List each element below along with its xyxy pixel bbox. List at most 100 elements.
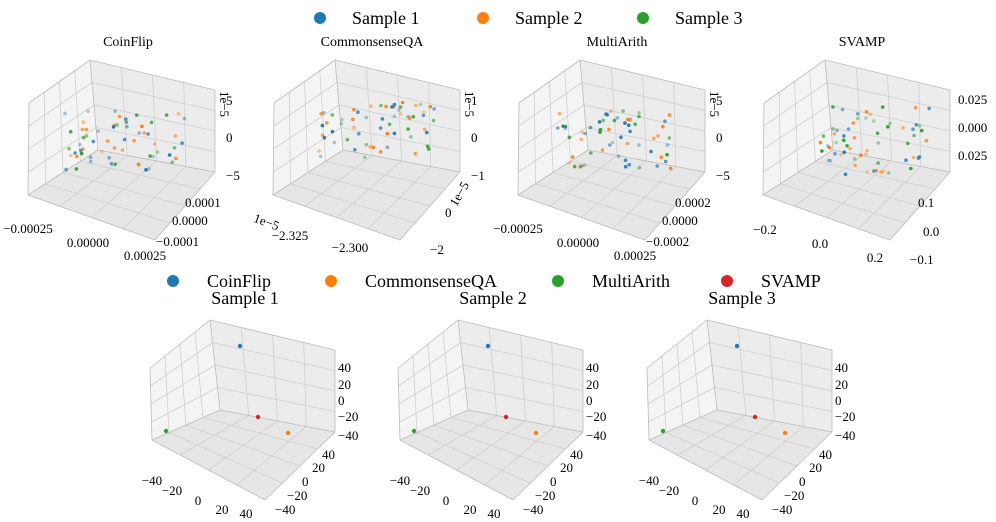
x-tick-label: −20	[659, 483, 679, 498]
x-tick-label: −40	[142, 473, 162, 488]
data-point	[91, 139, 96, 144]
legend-item-coinflip: CoinFlip	[167, 271, 271, 291]
data-point	[330, 129, 335, 134]
data-point	[833, 151, 837, 156]
data-point	[409, 135, 413, 139]
data-point	[325, 121, 329, 125]
data-point	[109, 161, 114, 166]
data-point	[406, 127, 410, 131]
data-point	[607, 127, 611, 132]
x-offset-label: 1e−5	[252, 210, 282, 233]
data-point	[656, 134, 660, 138]
grid-line	[484, 426, 555, 486]
data-point	[831, 105, 835, 109]
grid-line	[304, 81, 309, 173]
data-point	[828, 159, 833, 163]
data-point	[667, 136, 672, 140]
data-point	[589, 151, 593, 155]
data-point	[852, 136, 857, 140]
data-point	[380, 117, 385, 121]
floor-pane	[28, 150, 215, 240]
pane-edge	[342, 149, 461, 173]
z-tick-label: 40	[338, 360, 351, 375]
data-point	[619, 135, 623, 139]
data-point	[164, 113, 169, 117]
pane-edge	[517, 149, 589, 196]
data-point	[911, 155, 916, 160]
data-point	[81, 135, 86, 140]
z-tick-label: 5	[716, 93, 723, 108]
data-point	[136, 162, 141, 166]
data-point	[572, 164, 577, 169]
data-point	[615, 116, 620, 120]
x-tick-label: −2.325	[272, 228, 309, 243]
data-point	[904, 158, 908, 162]
data-point	[588, 125, 593, 130]
data-point	[96, 129, 100, 133]
y-tick-label: −40	[772, 502, 792, 517]
data-point	[144, 168, 148, 172]
grid-lines	[763, 67, 951, 230]
y-tick-label: 0.0000	[172, 213, 208, 228]
data-point	[826, 158, 831, 163]
data-point	[865, 170, 869, 174]
data-point-svamp	[752, 414, 758, 420]
grid-line	[202, 417, 318, 450]
y-tick-label: −40	[275, 502, 295, 517]
data-point	[120, 148, 125, 152]
data-point	[124, 120, 129, 124]
y-tick-label: 40	[570, 447, 583, 462]
grid-line	[733, 426, 804, 486]
pane-edge	[763, 59, 826, 104]
pane-edge	[149, 367, 153, 441]
data-point	[155, 150, 160, 154]
data-point	[428, 104, 433, 109]
data-point	[555, 126, 560, 130]
grid-line	[642, 74, 647, 162]
data-point	[317, 149, 322, 153]
pane-edge	[272, 194, 401, 241]
data-point	[427, 147, 431, 151]
pane-edge	[517, 102, 520, 196]
data-point	[914, 123, 919, 127]
pane-edge	[706, 319, 833, 351]
y-tick-label: 0	[799, 474, 806, 489]
data-point	[425, 130, 429, 135]
z-offset-label: 1e−5	[462, 91, 477, 117]
panel-title: Sample 2	[459, 288, 527, 308]
data-point	[113, 109, 117, 113]
data-point	[180, 141, 184, 145]
grid-line	[399, 387, 466, 423]
pane-edges	[517, 59, 706, 241]
data-point	[392, 131, 397, 136]
z-tick-label: −20	[586, 409, 606, 424]
pane-edge	[149, 319, 211, 369]
pane-edge	[648, 409, 718, 441]
x-tick-label: −20	[410, 483, 430, 498]
data-point	[826, 144, 830, 148]
data-point	[880, 105, 885, 109]
z-tick-label: 40	[835, 360, 848, 375]
grid-line	[433, 424, 549, 467]
y-tick-label: 20	[809, 460, 822, 475]
data-point	[557, 111, 562, 116]
x-tick-label: 20	[464, 502, 477, 517]
grid-line	[319, 70, 326, 162]
pane-edge	[587, 149, 706, 173]
grid-line	[74, 70, 81, 162]
data-point	[627, 162, 632, 167]
pane-edge	[151, 409, 221, 441]
grid-line	[303, 342, 307, 427]
pane-edge	[209, 319, 336, 351]
pane-edge	[467, 409, 584, 433]
grid-line	[830, 127, 951, 152]
data-point	[886, 125, 890, 129]
x-tick-label: 0.00025	[614, 248, 656, 263]
grid-line	[152, 74, 157, 162]
z-tick-label: 0.000	[958, 120, 987, 135]
data-point	[176, 112, 181, 116]
y-tick-label: 20	[560, 460, 573, 475]
legend-item-sample-1: Sample 1	[314, 8, 420, 28]
